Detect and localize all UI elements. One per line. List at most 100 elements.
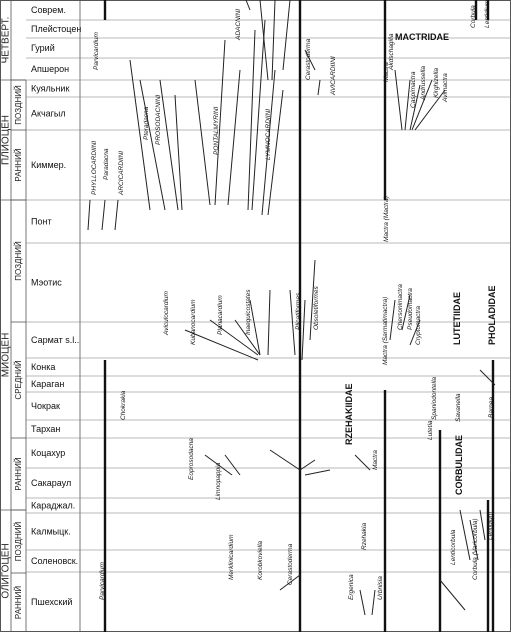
taxon-label: Inaequicostates — [245, 289, 252, 335]
era-column: ЧЕТВЕРТ. ПЛИОЦЕН МИОЦЕН ОЛИГОЦЕН — [1, 17, 12, 599]
family-label: LUTETIIDAE — [452, 292, 462, 345]
taxon-label: LYMNOCARDIINI — [265, 109, 272, 160]
range-line — [394, 69, 403, 131]
range-line — [259, 0, 269, 81]
taxon-label: Parvicardium — [99, 561, 106, 600]
taxon-label: Merklinicardium — [228, 534, 235, 580]
range-line — [214, 39, 226, 206]
range-line — [304, 49, 316, 71]
taxon-label: Limnopappia — [215, 462, 222, 500]
range-line — [209, 319, 259, 356]
stage-label: Киммер. — [31, 160, 66, 170]
range-line — [479, 369, 496, 386]
subperiod-label: СРЕДНИЙ — [14, 360, 23, 399]
taxon-label: Kirghizella — [433, 68, 440, 98]
taxon-label: Avimactra — [442, 73, 449, 103]
taxon-label: Chersonimactra — [397, 284, 404, 330]
taxon-label: PROSODACNINI — [155, 95, 162, 145]
taxon-label: Caspimactra — [410, 71, 417, 108]
stage-label: Конка — [31, 362, 55, 372]
taxon-label: Lenticorbula — [450, 529, 457, 565]
range-line — [245, 0, 251, 11]
stage-label: Акчагыл — [31, 109, 66, 119]
taxon-label: Pseudomactra — [407, 288, 414, 330]
subperiod-label: ПОЗДНИЙ — [14, 522, 23, 562]
range-line — [227, 69, 241, 206]
range-line — [479, 509, 486, 541]
range-line — [299, 459, 316, 471]
taxon-label: Parvicardium — [93, 31, 100, 70]
range-line — [234, 319, 261, 356]
taxon-label: Savanella — [455, 393, 462, 422]
range-line — [354, 454, 371, 471]
taxon-label: Barnea — [488, 397, 495, 418]
range-line — [309, 259, 316, 341]
stage-label: Калмыцк. — [31, 527, 71, 537]
taxon-label: Cerastoderma — [305, 38, 312, 80]
taxon-label: Kubanocardium — [190, 299, 197, 345]
range-line — [282, 0, 291, 71]
range-line — [184, 329, 259, 361]
taxon-label: Cerastoderma — [287, 543, 294, 585]
range-line — [267, 289, 271, 356]
subperiod-label: ПОЗДНИЙ — [14, 241, 23, 281]
taxon-label: Chokrakia — [120, 390, 127, 420]
range-line — [409, 319, 421, 346]
range-line — [247, 29, 256, 211]
range-line — [279, 574, 301, 591]
stage-label: Соврем. — [31, 5, 66, 15]
taxon-label: Mactra (Sarmatimactra) — [382, 297, 389, 365]
stage-label: Понт — [31, 217, 52, 227]
taxon-label: Mactra — [372, 450, 379, 470]
taxon-label: Mactra (Mactra) — [383, 196, 390, 242]
stage-label: Коцахур — [31, 448, 65, 458]
taxon-label: Cryptomactra — [415, 306, 422, 345]
stage-label: Караган — [31, 379, 64, 389]
taxon-label: Pteradacna — [143, 106, 150, 140]
range-line — [204, 454, 233, 476]
range-line — [267, 89, 284, 216]
taxon-label: Urbnisia — [377, 576, 384, 600]
taxon-label: Lentidium — [484, 0, 491, 28]
era-label: ОЛИГОЦЕН — [1, 543, 12, 598]
subperiod-label: РАННИЙ — [14, 586, 23, 619]
taxon-label: Korobkoviella — [257, 541, 264, 580]
range-line — [411, 79, 433, 131]
stage-label: Плейстоцен — [31, 24, 81, 34]
range-line — [269, 449, 301, 471]
range-line — [249, 299, 261, 356]
taxon-label: PONTALMYRINI — [213, 107, 220, 155]
stage-label: Тархан — [31, 424, 60, 434]
range-line — [289, 289, 296, 356]
subperiod-column: ПОЗДНИЙ РАННИЙ ПОЗДНИЙ СРЕДНИЙ РАННИЙ ПОЗДНИЙ… — [14, 85, 23, 619]
stage-label: Караджал. — [31, 501, 75, 511]
taxon-label: Corbula — [470, 5, 477, 28]
stage-label: Гурий — [31, 43, 55, 53]
taxon-label: Mactra — [383, 62, 390, 82]
range-line — [304, 469, 331, 476]
range-line — [159, 79, 179, 211]
range-line — [317, 79, 321, 96]
taxon-label: Plicatiformes — [295, 292, 302, 330]
range-line — [194, 79, 211, 206]
range-line — [409, 84, 421, 131]
taxon-label: Obsoletiformes — [313, 286, 320, 330]
range-line — [389, 299, 396, 341]
range-line — [371, 589, 376, 616]
taxon-ranges — [87, 0, 496, 632]
taxon-label: Ergenica — [348, 574, 355, 600]
range-line — [404, 79, 411, 131]
stage-label: Сакараул — [31, 478, 71, 488]
family-label: RZEHAKIIDAE — [344, 383, 354, 445]
taxon-label: Eoprosodacna — [188, 438, 195, 480]
range-line — [87, 199, 91, 231]
stage-column: Соврем. Плейстоцен Гурий Апшерон Куяльник Акч… — [31, 5, 81, 607]
stage-label: Мэотис — [31, 278, 62, 288]
stage-label: Чокрак — [31, 401, 60, 411]
stage-label: Сармат s.l.. — [31, 335, 79, 345]
range-line — [459, 509, 471, 561]
stage-label: Апшерон — [31, 64, 69, 74]
range-line — [224, 454, 241, 476]
